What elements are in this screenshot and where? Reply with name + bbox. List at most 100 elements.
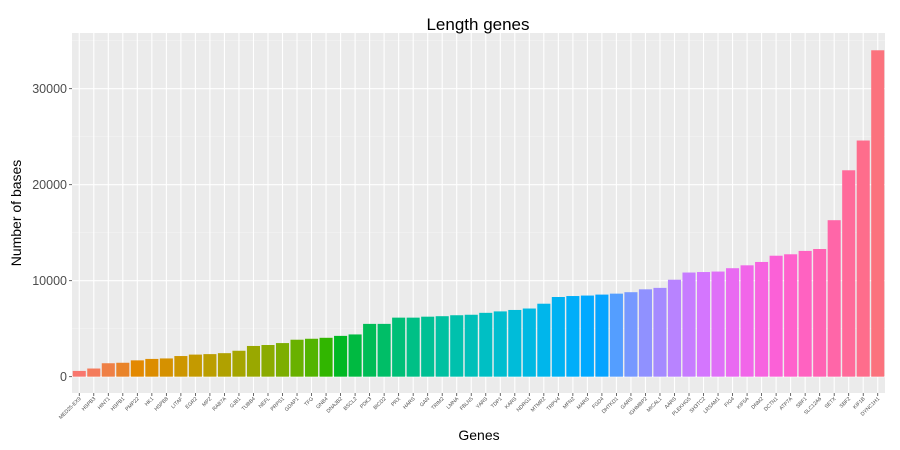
bar-mars [580, 295, 594, 377]
bar-atp7a [784, 254, 798, 377]
bar-kif5a [740, 265, 754, 377]
x-tick-label: DNAJB2 [326, 396, 344, 414]
bars [72, 50, 885, 377]
bar-pdk3 [363, 323, 377, 377]
x-tick-label: FBLN5 [459, 396, 475, 412]
x-tick-label: TDP1 [490, 396, 504, 410]
bar-aars [667, 279, 682, 377]
x-tick-label: GDAP1 [284, 396, 301, 413]
bar-hk1 [145, 358, 159, 377]
x-tick-label: KIF5A [736, 396, 751, 411]
bar-prx [392, 317, 406, 377]
bar-fbln5 [464, 314, 478, 377]
chart-title: Length genes [426, 15, 529, 34]
bar-lmna [450, 315, 464, 377]
bar-hspb8 [159, 358, 173, 377]
bar-dhtkd1 [609, 293, 623, 377]
bar-mtmr2 [537, 303, 551, 377]
bar-prps1 [275, 343, 290, 377]
bar-hint1 [101, 363, 115, 377]
x-tick-label: PDK3 [359, 396, 373, 410]
bar-hars [406, 317, 420, 377]
bar-hspb1 [116, 362, 130, 377]
bar-dync1h1 [871, 50, 885, 377]
x-tick-label: TUBB4 [241, 396, 257, 412]
bar-kars [508, 309, 522, 377]
x-tick-label: PRX [390, 396, 402, 408]
bar-kif1b [856, 140, 870, 377]
x-tick-label: TRIM2 [430, 396, 445, 411]
bar-sbf1 [798, 250, 812, 377]
bar-tfg [305, 338, 319, 377]
bar-mical1 [653, 287, 667, 377]
bar-yars [479, 312, 493, 377]
bar-gnb4 [319, 337, 333, 377]
x-tick-label: ATP7A [778, 396, 794, 412]
x-tick-label: MARS [576, 396, 591, 411]
bar-slc12a6 [813, 249, 827, 377]
bar-med25-ex9 [72, 370, 86, 377]
x-tick-label: DCTN1 [763, 396, 780, 413]
x-tick-label: LITAF [170, 396, 184, 410]
bar-pmp22 [130, 360, 144, 377]
bar-tdp1 [493, 311, 507, 377]
bar-litaf [174, 356, 188, 377]
bar-gan [421, 316, 435, 377]
bar-gjb1 [232, 350, 246, 377]
bar-rab7a [217, 353, 231, 377]
x-tick-label: RAB7A [212, 396, 229, 413]
bar-ighmbp2 [638, 289, 652, 377]
bar-dnm2 [755, 261, 769, 377]
y-tick-label: 20000 [32, 178, 67, 192]
x-tick-label: SBF2 [839, 396, 852, 409]
bar-trim2 [435, 316, 449, 377]
x-tick-label: BICD2 [373, 396, 388, 411]
x-tick-label: TFG [303, 396, 315, 408]
x-tick-label: BSCL2 [343, 396, 359, 412]
x-tick-label: GAN [419, 396, 431, 408]
bar-ndrg1 [522, 308, 536, 377]
bar-gars [624, 292, 638, 377]
bar-mfn2 [566, 296, 580, 377]
x-tick-label: SETX [824, 396, 838, 410]
x-tick-label: MPZ [201, 396, 213, 408]
bar-setx [827, 220, 841, 377]
x-tick-label: MED25-EX9 [58, 396, 83, 421]
x-tick-label: EGR2 [185, 396, 199, 410]
x-tick-label: PMP22 [124, 396, 140, 412]
x-tick-label: HK1 [144, 396, 155, 407]
bar-nefl [261, 345, 275, 377]
x-tick-label: LMNA [446, 396, 461, 411]
x-tick-label: MICAL1 [646, 396, 664, 414]
bar-dctn1 [769, 255, 783, 377]
bar-bicd2 [377, 323, 391, 377]
x-tick-label: MFN2 [562, 396, 576, 410]
x-tick-label: HSPB3 [81, 396, 97, 412]
bar-trpv4 [551, 297, 565, 377]
y-axis-label: Number of bases [8, 160, 24, 267]
x-tick-label: PRPS1 [270, 396, 286, 412]
bar-sbf2 [842, 170, 856, 377]
bar-gdap1 [290, 339, 304, 377]
bar-lrsam1 [711, 271, 725, 377]
x-tick-label: FIG4 [724, 396, 736, 408]
bar-fig4 [726, 268, 740, 377]
y-axis: 0 10000 20000 30000 [32, 82, 72, 384]
x-tick-label: YARS [475, 396, 489, 410]
bar-tubb4 [246, 345, 261, 377]
x-tick-label: MTMR2 [530, 396, 547, 413]
y-tick-label: 10000 [32, 274, 67, 288]
bar-egr2 [188, 354, 202, 377]
bar-plekhg5 [682, 272, 696, 377]
bar-bscl2 [348, 334, 362, 377]
bar-dnajb2 [334, 335, 348, 377]
x-tick-label: HSPB1 [110, 396, 126, 412]
bar-fgd4 [595, 294, 609, 377]
x-tick-label: TRPV4 [546, 396, 562, 412]
bar-sh3tc2 [696, 272, 711, 377]
x-tick-label: HARS [402, 396, 417, 411]
x-axis-label: Genes [458, 427, 499, 443]
y-tick-label: 30000 [32, 82, 67, 96]
